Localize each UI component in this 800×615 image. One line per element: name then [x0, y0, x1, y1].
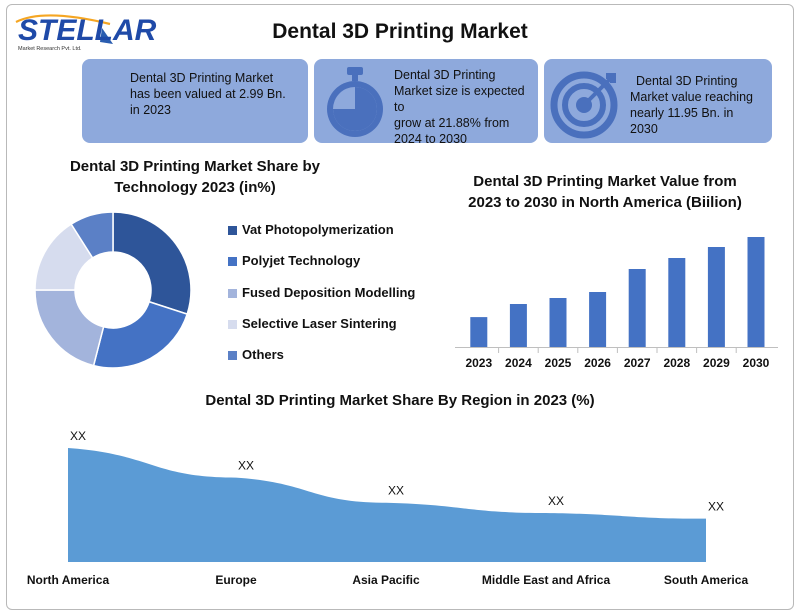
area-chart-title: Dental 3D Printing Market Share By Regio… [205, 392, 595, 409]
stat-card-line: Dental 3D Printing Market [130, 71, 274, 85]
donut-slice [70, 211, 114, 259]
area-data-label: XX [70, 429, 86, 443]
bar-tick-label: 2028 [663, 356, 690, 370]
target-icon [550, 71, 618, 139]
stat-card-line: 2024 to 2030 [394, 132, 467, 146]
donut-slice [92, 300, 189, 369]
donut-chart-title: Dental 3D Printing Market Share by Techn… [40, 156, 350, 198]
bar-chart-title-line: Dental 3D Printing Market Value from [473, 173, 737, 190]
legend-swatch [228, 351, 237, 360]
bar [628, 269, 646, 347]
donut-chart [34, 211, 192, 369]
logo-wordmark: STELLAR [18, 14, 157, 47]
stat-card-growth: Dental 3D Printing Market size is expect… [314, 59, 538, 146]
stat-card-line: Dental 3D Printing [636, 74, 738, 88]
stat-card-line: Dental 3D Printing [394, 68, 496, 82]
bar-chart-title: Dental 3D Printing Market Value from 202… [430, 171, 780, 213]
area-category-label: North America [27, 573, 110, 587]
stat-card-line: Market value reaching [630, 90, 753, 104]
legend-swatch [228, 320, 237, 329]
area-data-label: XX [708, 500, 724, 514]
bar-tick-label: 2030 [743, 356, 770, 370]
bar-tick-label: 2025 [545, 356, 572, 370]
donut-chart-title-line: Dental 3D Printing Market Share by [69, 158, 321, 175]
legend-swatch [228, 257, 237, 266]
bar-tick-label: 2029 [703, 356, 730, 370]
stat-card-forecast: Dental 3D Printing Market value reaching… [544, 59, 772, 143]
bar-tick-label: 2023 [465, 356, 492, 370]
area-category-label: Europe [215, 573, 257, 587]
legend-label: Polyjet Technology [242, 253, 361, 268]
area-category-label: Asia Pacific [352, 573, 420, 587]
bar [549, 298, 567, 347]
stat-card-text: Dental 3D Printing Market size is expect… [394, 67, 538, 147]
legend-label: Vat Photopolymerization [242, 222, 394, 237]
stellar-logo: STELLAR Market Research Pvt. Ltd. [14, 14, 156, 58]
donut-chart-title-line: Technology 2023 (in%) [114, 179, 276, 196]
area-chart: XX North America XX Europe XX Asia Pacific XX M… [27, 429, 749, 587]
bar [470, 317, 488, 347]
stat-card-line: nearly 11.95 Bn. in [630, 106, 734, 120]
bar [707, 247, 725, 347]
area-data-label: XX [548, 494, 564, 508]
bar-tick-label: 2027 [624, 356, 651, 370]
logo-swoosh-icon [15, 14, 113, 44]
bar [589, 292, 607, 347]
logo-subtitle: Market Research Pvt. Ltd. [18, 46, 82, 52]
stat-card-line: in 2023 [130, 103, 172, 117]
bar-tick-label: 2024 [505, 356, 532, 370]
stat-card-line: 2030 [630, 122, 658, 136]
stopwatch-icon [327, 67, 383, 137]
legend-swatch [228, 226, 237, 235]
donut-slice [112, 211, 192, 316]
stat-card-line: has been valued at 2.99 Bn. [130, 87, 286, 101]
infographic-frame [6, 4, 794, 610]
stat-card-valuation: Dental 3D Printing Market has been value… [82, 59, 308, 143]
legend-label: Others [242, 347, 284, 362]
area-category-label: Middle East and Africa [482, 573, 611, 587]
stat-card-line: grow at 21.88% from [394, 116, 510, 130]
stat-card-line: Market size is expected to [394, 84, 525, 114]
bar-chart-title-line: 2023 to 2030 in North America (Biilion) [468, 194, 742, 211]
area-data-label: XX [238, 459, 254, 473]
bar-tick-label: 2026 [584, 356, 611, 370]
legend-swatch [228, 289, 237, 298]
stat-card-text: Dental 3D Printing Market has been value… [130, 70, 286, 118]
bar-chart: 2023 2024 2025 2026 2027 2028 2029 2030 [455, 237, 778, 370]
donut-slice [34, 289, 105, 367]
stat-card-text: Dental 3D Printing Market value reaching… [630, 73, 753, 137]
legend-label: Fused Deposition Modelling [242, 285, 416, 300]
legend-label: Selective Laser Sintering [242, 316, 397, 331]
page-title: Dental 3D Printing Market [272, 20, 528, 43]
area-series [68, 448, 706, 562]
area-data-label: XX [388, 484, 404, 498]
bar [668, 258, 686, 347]
bar [747, 237, 765, 347]
area-category-label: South America [664, 573, 749, 587]
bar [509, 304, 527, 347]
